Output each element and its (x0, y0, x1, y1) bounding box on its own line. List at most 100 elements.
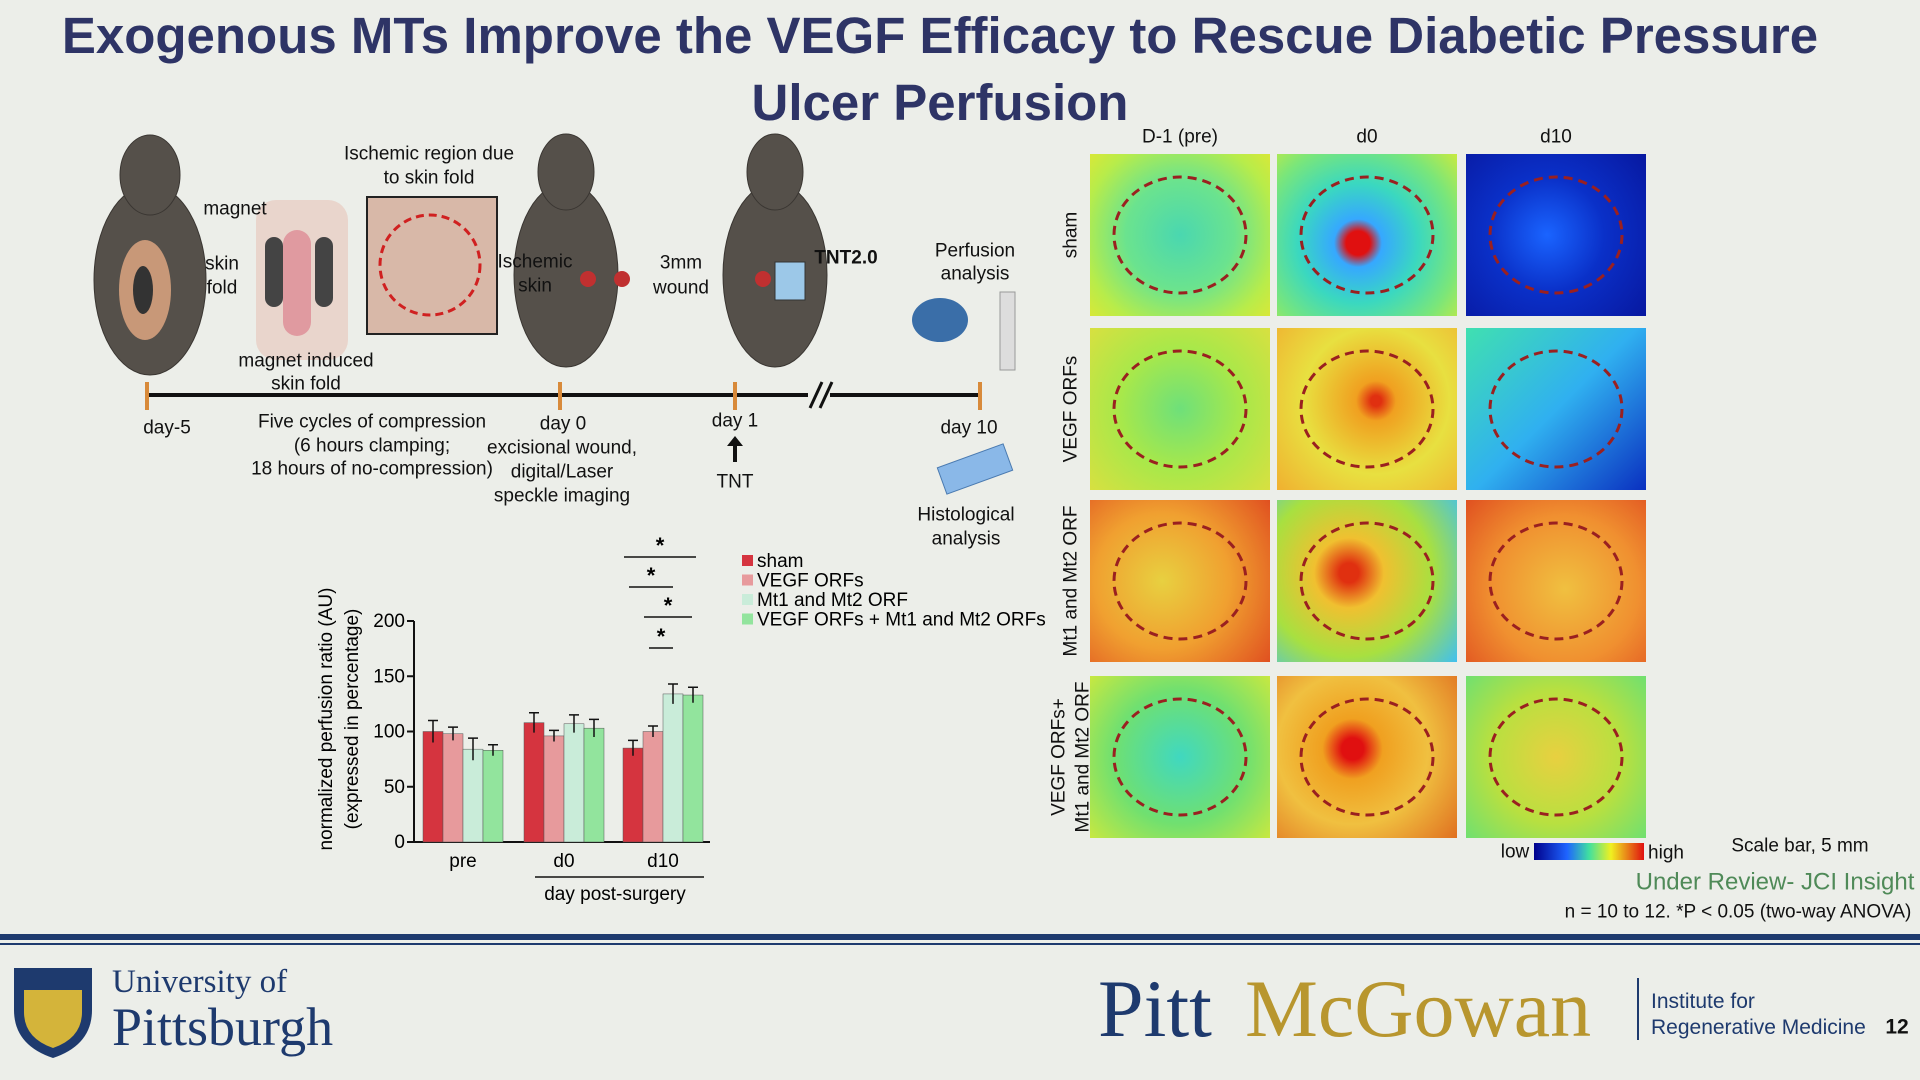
significance-star: * (657, 624, 666, 649)
wound-outline (1488, 521, 1624, 641)
row-label: Mt1 and Mt2 ORF (1072, 681, 1094, 833)
label: TNT2.0 (814, 247, 878, 269)
bar (622, 747, 644, 843)
x-tick-label: d0 (553, 851, 574, 872)
perfusion-image (1466, 328, 1646, 490)
error-bar (628, 739, 638, 756)
wound-outline (1488, 175, 1624, 295)
bar (543, 735, 565, 843)
bar (583, 727, 605, 843)
row-label: Mt1 and Mt2 ORF (1060, 505, 1082, 657)
label: Five cycles of compression (257, 411, 487, 433)
label: TNT (716, 471, 754, 493)
row-label: VEGF ORFs+ (1048, 698, 1070, 816)
label: excisional wound, (487, 437, 637, 459)
perfusion-image (1466, 676, 1646, 838)
error-bar (688, 686, 698, 703)
label: 3mm (659, 252, 703, 274)
y-axis-title: (expressed in percentage) (342, 609, 363, 830)
perfusion-image (1277, 500, 1457, 662)
wound-outline (1112, 697, 1248, 817)
x-tick-label: pre (449, 851, 476, 872)
bar (662, 693, 684, 843)
label: Perfusion (934, 240, 1016, 262)
column-header: d0 (1356, 126, 1378, 148)
wound-outline (1299, 349, 1435, 469)
error-bar (668, 683, 678, 704)
institute: Regenerative Medicine (1651, 1016, 1866, 1039)
bar (422, 731, 444, 843)
day-label: day 0 (539, 413, 587, 435)
label: 18 hours of no-compression) (251, 458, 493, 480)
significance-star: * (656, 533, 665, 558)
label: wound (653, 277, 709, 299)
legend-label: Mt1 and Mt2 ORF (757, 590, 908, 611)
timeline-ticks (145, 382, 982, 410)
y-tick-label: 100 (373, 722, 405, 743)
legend-swatch (742, 574, 753, 586)
row-label: VEGF ORFs (1060, 355, 1082, 463)
wound-outline (1488, 697, 1624, 817)
perfusion-image (1466, 154, 1646, 316)
perfusion-image (1090, 154, 1270, 316)
significance-star: * (647, 563, 656, 588)
label: fold (206, 277, 238, 299)
wound-outline (1112, 175, 1248, 295)
perfusion-image (1090, 328, 1270, 490)
legend-label: VEGF ORFs + Mt1 and Mt2 ORFs (757, 610, 1046, 631)
bar (682, 694, 704, 843)
error-bar (549, 729, 559, 742)
review-note: Under Review- JCI Insight (1635, 868, 1915, 896)
wound-outline (1299, 521, 1435, 641)
mouse-icons (93, 133, 828, 376)
legend-label: VEGF ORFs (757, 571, 864, 592)
colorbar-label: high (1648, 842, 1684, 864)
perfusion-image (1277, 154, 1457, 316)
logo-pitt: Pitt (1098, 963, 1212, 1054)
error-bar (488, 744, 498, 756)
slide-title: Exogenous MTs Improve the VEGF Efficacy … (61, 7, 1819, 131)
perfusion-image (1277, 676, 1457, 838)
y-axis-title: normalized perfusion ratio (AU) (316, 588, 337, 851)
logo-mcgowan: McGowan (1245, 963, 1592, 1054)
significance-star: * (664, 593, 673, 618)
footer-rule (0, 943, 1920, 945)
label: skin fold (271, 373, 341, 395)
x-tick-label: d10 (647, 851, 679, 872)
day-label: day-5 (143, 417, 191, 439)
perfusion-image (1466, 500, 1646, 662)
arrow-head (727, 436, 743, 446)
bar (523, 722, 545, 843)
legend-label: sham (757, 551, 803, 572)
bar (442, 733, 464, 843)
error-bar (529, 711, 539, 733)
label: analysis (940, 263, 1010, 285)
y-tick-label: 50 (384, 777, 405, 798)
y-tick-label: 200 (373, 611, 405, 632)
x-axis-title: day post-surgery (544, 884, 686, 905)
label: skin (518, 275, 552, 297)
label: analysis (931, 528, 1001, 550)
label: digital/Laser (510, 461, 614, 483)
day-label: day 10 (940, 417, 998, 439)
university: University of (112, 964, 288, 1000)
label: Histological (917, 504, 1015, 526)
label: magnet (203, 198, 267, 220)
bar (642, 731, 664, 843)
label: to skin fold (383, 167, 475, 189)
page-number: 12 (1885, 1015, 1909, 1039)
label: Ischemic region due (343, 143, 515, 165)
bar-chart: 0 50 100 150 200 normalized perfusion ratio (… (316, 533, 1046, 905)
bar (462, 748, 484, 843)
bar (482, 750, 504, 843)
error-bar (468, 737, 478, 761)
perfusion-image (1090, 500, 1270, 662)
wound-outline (1488, 349, 1624, 469)
shield-inner (24, 990, 82, 1048)
wound-outline (1112, 349, 1248, 469)
legend-swatch (742, 555, 753, 566)
stats-note: n = 10 to 12. *P < 0.05 (two-way ANOVA) (1564, 901, 1912, 923)
perfusion-image (1277, 328, 1457, 490)
day-label: day 1 (711, 410, 759, 432)
